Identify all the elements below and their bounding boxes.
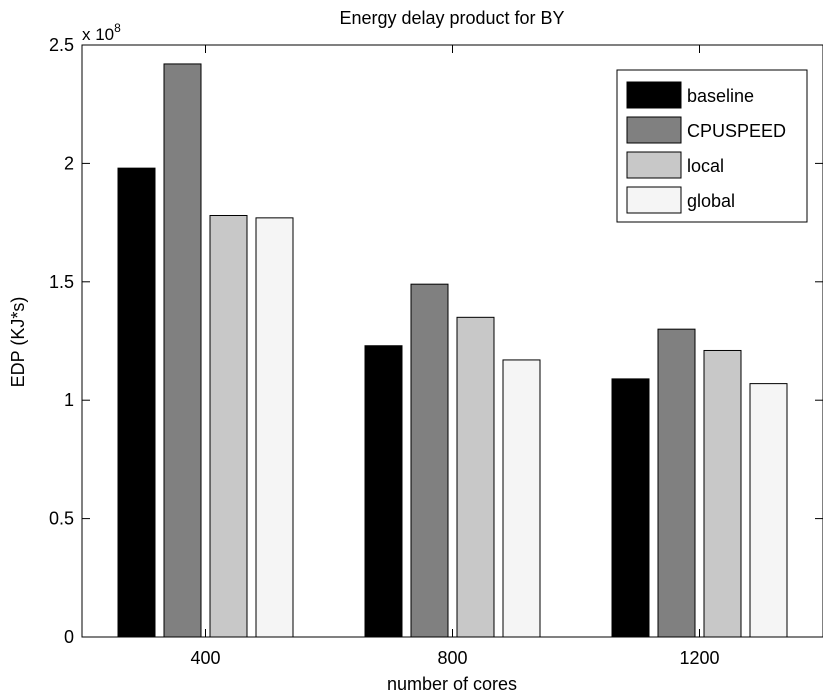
axes-layer: 0 0.5 1 1.5 2 2.5 400 800 1200 xyxy=(49,35,823,668)
legend-label-cpuspeed: CPUSPEED xyxy=(687,121,786,141)
y-tick-label: 0 xyxy=(64,627,74,647)
y-tick-label: 1.5 xyxy=(49,272,74,292)
chart-title: Energy delay product for BY xyxy=(339,8,564,28)
x-tick-label: 1200 xyxy=(679,648,719,668)
bar-local-1200 xyxy=(703,349,742,638)
legend-swatch-global xyxy=(626,186,682,214)
x-tick-label: 400 xyxy=(190,648,220,668)
y-tick-label: 1 xyxy=(64,390,74,410)
bar-cpuspeed-400 xyxy=(163,63,202,638)
y-tick-label: 2.5 xyxy=(49,35,74,55)
bar-local-800 xyxy=(456,316,495,638)
bar-baseline-1200 xyxy=(611,378,650,638)
bar-local-400 xyxy=(209,214,248,638)
legend: baseline CPUSPEED local global xyxy=(616,69,808,223)
y-multiplier-exponent: 8 xyxy=(114,21,121,35)
bar-cpuspeed-1200 xyxy=(657,328,696,638)
legend-label-local: local xyxy=(687,156,724,176)
bar-cpuspeed-800 xyxy=(410,283,449,638)
bar-baseline-800 xyxy=(364,345,403,638)
y-axis-label: EDP (KJ*s) xyxy=(8,297,28,388)
legend-label-baseline: baseline xyxy=(687,86,754,106)
bar-baseline-400 xyxy=(117,167,156,638)
y-multiplier-base: x 10 xyxy=(82,25,114,44)
bar-global-800 xyxy=(502,359,541,638)
legend-swatch-local xyxy=(626,151,682,179)
y-tick-label: 2 xyxy=(64,153,74,173)
x-tick-label: 800 xyxy=(437,648,467,668)
y-tick-label: 0.5 xyxy=(49,509,74,529)
y-multiplier: x 108 xyxy=(82,21,121,44)
bar-global-1200 xyxy=(749,383,788,638)
bars-layer xyxy=(117,63,788,638)
legend-swatch-cpuspeed xyxy=(626,116,682,144)
bar-global-400 xyxy=(255,217,294,638)
legend-label-global: global xyxy=(687,191,735,211)
legend-swatch-baseline xyxy=(626,81,682,109)
x-axis-label: number of cores xyxy=(387,674,517,694)
